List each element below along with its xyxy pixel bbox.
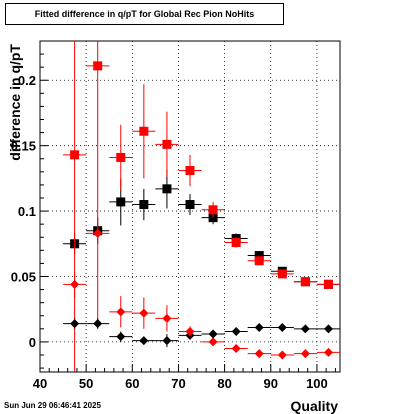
x-tick-label: 60 <box>125 376 139 391</box>
chart-title-box: Fitted difference in q/pT for Global Rec… <box>5 3 284 25</box>
data-point-diamond <box>208 337 218 347</box>
data-point-square <box>116 197 126 207</box>
data-point-diamond <box>162 336 172 346</box>
x-tick-label: 50 <box>79 376 93 391</box>
x-tick-label: 70 <box>171 376 185 391</box>
data-point-diamond <box>93 228 103 238</box>
data-point-diamond <box>208 329 218 339</box>
data-point-diamond <box>277 323 287 333</box>
data-point-square <box>162 139 172 149</box>
data-point-square <box>139 200 149 210</box>
data-point-square <box>277 269 287 279</box>
x-tick-label: 100 <box>306 376 328 391</box>
data-point-square <box>139 126 149 136</box>
x-axis-title: Quality <box>291 398 339 414</box>
data-point-square <box>93 61 103 71</box>
data-point-diamond <box>323 324 333 334</box>
data-point-diamond <box>231 343 241 353</box>
data-point-square <box>185 166 195 176</box>
data-point-square <box>185 200 195 210</box>
data-point-diamond <box>139 336 149 346</box>
data-point-square <box>208 205 218 215</box>
data-point-square <box>116 152 126 162</box>
data-point-square <box>162 184 172 194</box>
data-point-diamond <box>277 350 287 360</box>
data-point-diamond <box>254 323 264 333</box>
data-point-diamond <box>323 347 333 357</box>
data-point-square <box>70 150 80 160</box>
data-point-diamond <box>300 324 310 334</box>
data-point-diamond <box>254 349 264 359</box>
x-tick-label: 80 <box>217 376 231 391</box>
x-tick-label: 90 <box>264 376 278 391</box>
y-tick-label: 0.05 <box>11 269 36 284</box>
data-point-square <box>254 256 264 266</box>
footer-date: Sun Jun 29 06:46:41 2025 <box>4 401 101 410</box>
y-tick-label: 0.1 <box>18 204 36 219</box>
data-point-square <box>323 279 333 289</box>
data-point-diamond <box>185 326 195 336</box>
data-point-square <box>254 251 264 261</box>
data-point-diamond <box>300 349 310 359</box>
data-point-diamond <box>70 279 80 289</box>
plot-frame <box>39 40 341 373</box>
y-tick-label: 0.15 <box>11 139 36 154</box>
x-tick-label: 40 <box>33 376 47 391</box>
data-point-diamond <box>139 308 149 318</box>
data-point-diamond <box>93 319 103 329</box>
data-point-square <box>300 277 310 287</box>
data-point-diamond <box>116 307 126 317</box>
data-point-square <box>231 237 241 247</box>
data-point-diamond <box>231 326 241 336</box>
data-point-diamond <box>116 332 126 342</box>
data-point-diamond <box>70 319 80 329</box>
y-tick-label: 0.2 <box>18 73 36 88</box>
y-tick-label: 0 <box>29 335 36 350</box>
y-axis-title: difference in q/pT <box>7 44 23 161</box>
data-point-diamond <box>162 313 172 323</box>
chart-title: Fitted difference in q/pT for Global Rec… <box>34 9 255 19</box>
